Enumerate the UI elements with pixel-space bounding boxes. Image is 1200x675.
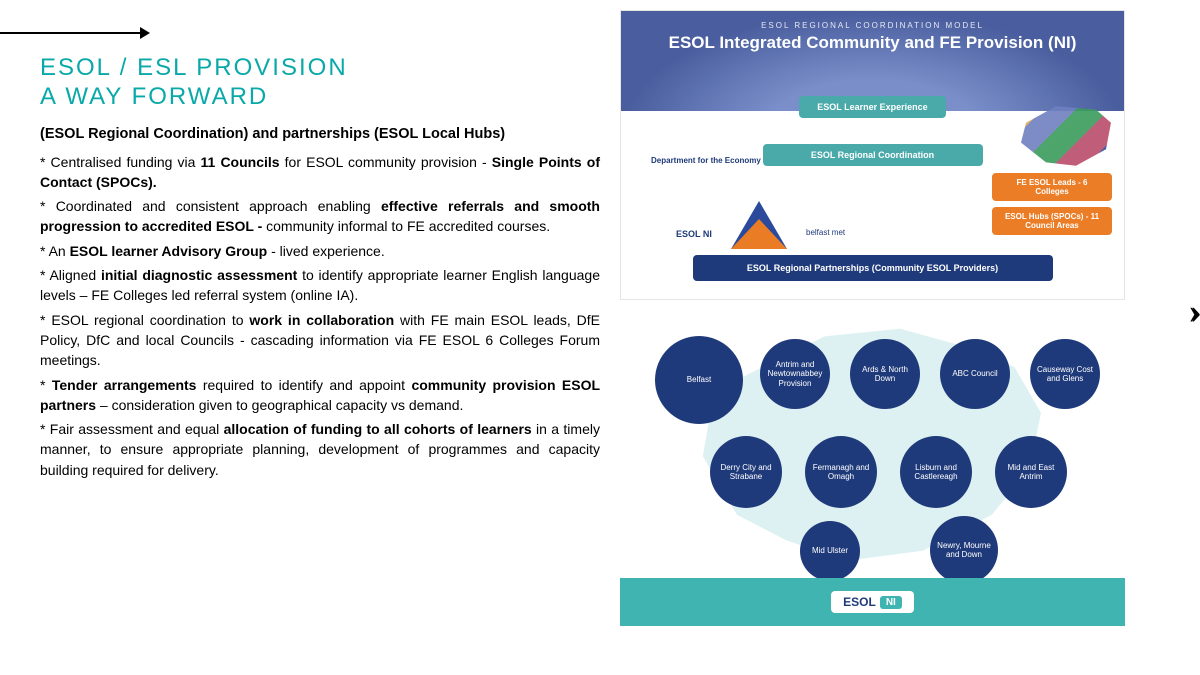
card-top-smalltext: ESOL REGIONAL COORDINATION MODEL — [621, 21, 1124, 30]
bullet-item: * Coordinated and consistent approach en… — [40, 196, 600, 237]
council-bubble: Lisburn and Castlereagh — [900, 436, 972, 508]
council-bubble: Derry City and Strabane — [710, 436, 782, 508]
title-line-2: A WAY FORWARD — [40, 83, 268, 110]
side-orange-boxes: FE ESOL Leads - 6 Colleges ESOL Hubs (SP… — [992, 173, 1112, 235]
council-bubble: Fermanagh and Omagh — [805, 436, 877, 508]
council-bubble: Ards & North Down — [850, 339, 920, 409]
box-hubs: ESOL Hubs (SPOCs) - 11 Council Areas — [992, 207, 1112, 235]
councils-map-card: BelfastAntrim and Newtownabbey Provision… — [620, 306, 1125, 626]
bullet-item: * Tender arrangements required to identi… — [40, 375, 600, 416]
esol-ni-small-logo: ESOL NI — [676, 229, 712, 239]
next-chevron-icon: ›› — [1188, 290, 1192, 332]
body-bullets: * Centralised funding via 11 Councils fo… — [40, 152, 600, 480]
title-line-1: ESOL / ESL PROVISION — [40, 54, 348, 81]
council-bubble: Mid and East Antrim — [995, 436, 1067, 508]
text-column: ESOL / ESL PROVISION A WAY FORWARD (ESOL… — [0, 0, 620, 675]
footer-ni-pill: NI — [880, 596, 902, 609]
bullet-item: * ESOL regional coordination to work in … — [40, 310, 600, 371]
pyramid-icon — [731, 201, 787, 249]
council-bubble: Causeway Cost and Glens — [1030, 339, 1100, 409]
coordination-model-card: ESOL REGIONAL COORDINATION MODEL ESOL In… — [620, 10, 1125, 300]
council-bubbles: BelfastAntrim and Newtownabbey Provision… — [635, 311, 1135, 571]
bullet-item: * Fair assessment and equal allocation o… — [40, 419, 600, 480]
slide-subtitle: (ESOL Regional Coordination) and partner… — [40, 126, 600, 142]
council-bubble: Newry, Mourne and Down — [930, 516, 998, 584]
arrow-decoration — [0, 32, 140, 34]
council-bubble: Belfast — [655, 336, 743, 424]
box-learner-experience: ESOL Learner Experience — [799, 96, 945, 118]
council-bubble: Antrim and Newtownabbey Provision — [760, 339, 830, 409]
esol-ni-footer-badge: ESOL NI — [831, 591, 914, 613]
bullet-item: * Aligned initial diagnostic assessment … — [40, 265, 600, 306]
footer-brand: ESOL — [843, 595, 876, 609]
footer-strip: ESOL NI — [620, 578, 1125, 626]
council-bubble: ABC Council — [940, 339, 1010, 409]
graphics-column: ESOL REGIONAL COORDINATION MODEL ESOL In… — [620, 0, 1160, 675]
box-regional-coord: ESOL Regional Coordination — [763, 144, 983, 166]
slide-title: ESOL / ESL PROVISION A WAY FORWARD — [40, 54, 600, 112]
bullet-item: * Centralised funding via 11 Councils fo… — [40, 152, 600, 193]
council-bubble: Mid Ulster — [800, 521, 860, 581]
box-regional-partnerships: ESOL Regional Partnerships (Community ES… — [693, 255, 1053, 281]
box-fe-leads: FE ESOL Leads - 6 Colleges — [992, 173, 1112, 201]
flow-boxes: ESOL Learner Experience ESOL Regional Co… — [621, 96, 1124, 166]
card-top-title: ESOL Integrated Community and FE Provisi… — [621, 33, 1124, 53]
belfast-met-logo: belfast met — [806, 228, 845, 237]
bullet-item: * An ESOL learner Advisory Group - lived… — [40, 241, 600, 261]
